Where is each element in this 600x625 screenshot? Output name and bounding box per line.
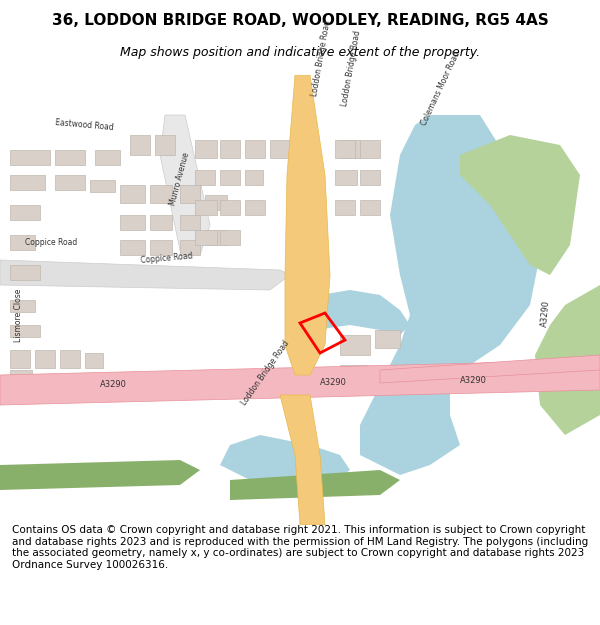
Bar — [195, 140, 217, 158]
Bar — [150, 185, 172, 203]
Polygon shape — [380, 355, 600, 383]
Bar — [10, 235, 35, 250]
Bar — [220, 200, 240, 215]
Bar — [55, 175, 85, 190]
Bar — [10, 370, 32, 382]
Polygon shape — [0, 360, 600, 405]
Polygon shape — [220, 435, 350, 490]
Bar — [195, 200, 217, 215]
Bar — [120, 215, 145, 230]
Bar — [245, 140, 265, 158]
Bar — [10, 265, 40, 280]
Polygon shape — [280, 395, 325, 525]
Polygon shape — [230, 470, 400, 500]
Text: Eastwood Road: Eastwood Road — [55, 118, 114, 132]
Text: Contains OS data © Crown copyright and database right 2021. This information is : Contains OS data © Crown copyright and d… — [12, 525, 588, 570]
Text: 36, LODDON BRIDGE ROAD, WOODLEY, READING, RG5 4AS: 36, LODDON BRIDGE ROAD, WOODLEY, READING… — [52, 12, 548, 28]
Bar — [360, 200, 380, 215]
Bar — [340, 335, 370, 355]
Bar — [10, 175, 45, 190]
Bar — [55, 150, 85, 165]
Bar — [90, 180, 115, 192]
Bar — [245, 200, 265, 215]
Bar — [35, 350, 55, 368]
Text: Loddon Bridge Road: Loddon Bridge Road — [240, 339, 292, 407]
Bar — [205, 195, 227, 210]
Text: Munro Avenue: Munro Avenue — [168, 152, 191, 207]
Bar — [340, 365, 368, 383]
Bar — [270, 140, 290, 158]
Bar — [85, 353, 103, 368]
Bar — [150, 240, 172, 255]
Bar — [10, 350, 30, 368]
Bar — [245, 170, 263, 185]
Bar — [60, 350, 80, 368]
Bar — [340, 140, 360, 158]
Bar — [150, 215, 172, 230]
Bar — [10, 205, 40, 220]
Bar — [335, 170, 357, 185]
Text: A3290: A3290 — [460, 376, 487, 385]
Bar — [130, 135, 150, 155]
Text: Lismore Close: Lismore Close — [14, 289, 23, 342]
Bar — [375, 330, 400, 348]
Bar — [335, 200, 355, 215]
Bar — [10, 150, 50, 165]
Polygon shape — [285, 75, 330, 375]
Polygon shape — [535, 285, 600, 435]
Text: Coppice Road: Coppice Road — [25, 238, 77, 247]
Text: A3290: A3290 — [100, 380, 127, 389]
Bar — [195, 170, 215, 185]
Text: Map shows position and indicative extent of the property.: Map shows position and indicative extent… — [120, 46, 480, 59]
Polygon shape — [0, 460, 200, 490]
Bar — [220, 230, 240, 245]
Bar — [10, 300, 35, 312]
Polygon shape — [0, 260, 290, 290]
Bar — [120, 240, 145, 255]
Bar — [220, 170, 240, 185]
Text: Coppice Road: Coppice Road — [140, 251, 193, 265]
Bar — [335, 140, 355, 158]
Text: Loddon Bridge Road: Loddon Bridge Road — [340, 29, 362, 107]
Bar — [180, 240, 200, 255]
Polygon shape — [160, 115, 210, 255]
Bar — [155, 135, 175, 155]
Bar — [220, 140, 240, 158]
Polygon shape — [360, 115, 540, 475]
Polygon shape — [460, 135, 580, 275]
Polygon shape — [300, 290, 410, 335]
Text: Loddon Bridge Road: Loddon Bridge Road — [310, 19, 332, 97]
Bar — [360, 140, 380, 158]
Text: A3290: A3290 — [320, 378, 347, 387]
Bar — [180, 215, 200, 230]
Bar — [180, 185, 200, 203]
Text: A3290: A3290 — [540, 299, 551, 327]
Bar — [10, 325, 40, 337]
Bar — [195, 230, 217, 245]
Bar — [95, 150, 120, 165]
Bar — [120, 185, 145, 203]
Text: Colemans Moor Road: Colemans Moor Road — [420, 50, 463, 127]
Bar — [205, 230, 227, 245]
Bar — [360, 170, 380, 185]
